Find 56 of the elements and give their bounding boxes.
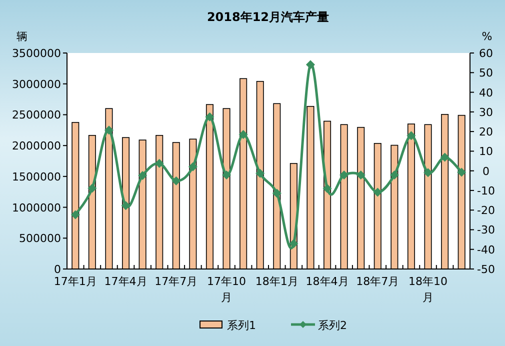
x-tick-label: 17年7月 (154, 275, 198, 288)
y2-tick-label: -50 (477, 263, 495, 276)
point (188, 162, 198, 172)
point (256, 168, 265, 178)
x-tick-label: 17年10月 (207, 275, 246, 304)
point (70, 210, 80, 220)
x-tick-label: 18年1月 (255, 275, 298, 288)
y-axis-title: 辆 (16, 30, 28, 43)
y2-tick-label: 60 (479, 47, 493, 60)
y-tick-label: 2000000 (12, 140, 61, 153)
point (222, 170, 232, 180)
y-tick-label: 1000000 (12, 201, 61, 214)
y2-tick-label: 20 (479, 126, 493, 139)
y-tick-label: 3000000 (12, 78, 61, 91)
point (373, 188, 382, 197)
y2-tick-label: 10 (479, 145, 493, 158)
point (356, 170, 366, 180)
point (238, 130, 248, 139)
y-tick-label: 1500000 (12, 170, 61, 184)
y2-tick-label: 30 (479, 106, 493, 119)
point (306, 60, 315, 70)
point (138, 171, 148, 180)
point (88, 184, 97, 193)
y2-tick-label: 40 (479, 86, 493, 100)
point (322, 184, 332, 193)
y2-tick-label: 50 (479, 66, 493, 80)
point (272, 188, 282, 198)
point (205, 112, 214, 122)
y-tick-label: 500000 (19, 232, 61, 246)
x-tick-label: 17年4月 (104, 275, 148, 288)
legend-label: 系列1 (227, 319, 256, 332)
y2-axis-title: % (482, 30, 492, 43)
y2-tick-label: -30 (477, 224, 495, 237)
y2-tick-label: -40 (477, 243, 495, 256)
point (424, 168, 433, 178)
y2-tick-label: -20 (477, 204, 495, 218)
y2-tick-label: 0 (482, 164, 490, 178)
point (172, 176, 181, 186)
point (289, 239, 298, 248)
point (440, 152, 450, 162)
point (406, 131, 416, 140)
point (104, 126, 114, 135)
y2-tick-label: -10 (477, 184, 495, 198)
point (457, 168, 466, 177)
x-tick-label: 17年1月 (54, 275, 97, 288)
x-tick-label: 18年4月 (306, 275, 349, 288)
point (390, 170, 399, 180)
legend-label: 系列2 (318, 319, 347, 332)
chart-title: 2018年12月汽车产量 (206, 10, 330, 24)
y-tick-label: 3500000 (12, 47, 61, 60)
point (340, 170, 349, 180)
x-tick-label: 18年7月 (356, 275, 400, 288)
x-tick-label: 18年10月 (408, 275, 448, 304)
y-tick-label: 2500000 (12, 108, 61, 122)
point (154, 158, 164, 168)
y-tick-label: 0 (54, 263, 61, 276)
